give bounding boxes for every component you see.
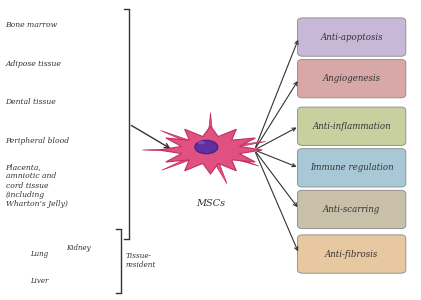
Text: Kidney: Kidney <box>67 244 91 252</box>
Text: Anti-fibrosis: Anti-fibrosis <box>325 250 378 259</box>
Text: Dental tissue: Dental tissue <box>5 98 56 106</box>
FancyBboxPatch shape <box>298 59 406 98</box>
Ellipse shape <box>195 140 218 154</box>
Polygon shape <box>162 148 213 170</box>
Text: Immune regulation: Immune regulation <box>310 163 394 172</box>
Text: Anti-inflammation: Anti-inflammation <box>312 122 391 131</box>
Polygon shape <box>210 142 266 152</box>
Ellipse shape <box>197 141 205 144</box>
Text: Lung: Lung <box>30 250 48 258</box>
Polygon shape <box>161 130 213 152</box>
Text: Angiogenesis: Angiogenesis <box>322 74 381 83</box>
Text: Adipose tissue: Adipose tissue <box>5 60 61 68</box>
Polygon shape <box>143 148 210 152</box>
Text: Bone marrow: Bone marrow <box>5 21 58 29</box>
FancyBboxPatch shape <box>298 235 406 273</box>
FancyBboxPatch shape <box>298 190 406 229</box>
Text: Anti-scarring: Anti-scarring <box>323 205 380 214</box>
Polygon shape <box>207 149 227 184</box>
Polygon shape <box>209 148 259 166</box>
Text: Placenta,
amniotic and
cord tissue
(including
Wharton’s Jelly): Placenta, amniotic and cord tissue (incl… <box>5 163 67 208</box>
FancyBboxPatch shape <box>298 149 406 187</box>
FancyBboxPatch shape <box>298 107 406 146</box>
Text: MSCs: MSCs <box>196 199 225 208</box>
Text: Peripheral blood: Peripheral blood <box>5 137 70 145</box>
Polygon shape <box>207 112 214 150</box>
Text: Anti-apoptosis: Anti-apoptosis <box>320 33 383 42</box>
FancyBboxPatch shape <box>298 18 406 56</box>
Polygon shape <box>159 126 262 174</box>
Text: Tissue-
resident: Tissue- resident <box>125 252 156 269</box>
Text: Liver: Liver <box>30 277 48 285</box>
